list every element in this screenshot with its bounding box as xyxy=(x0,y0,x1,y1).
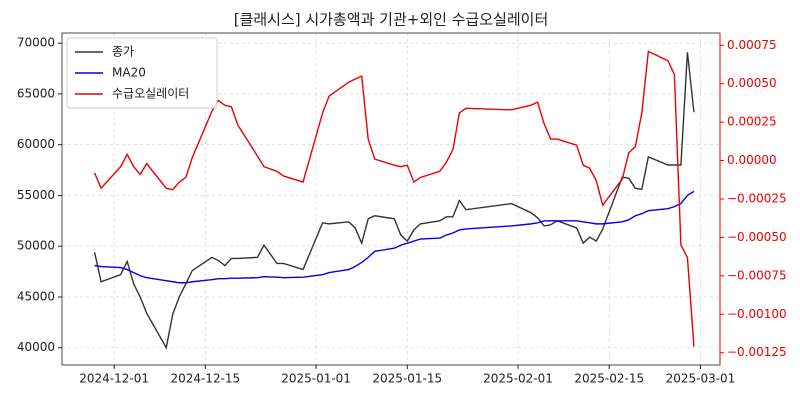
y-tick-label: 70000 xyxy=(17,36,55,50)
x-tick-label: 2024-12-01 xyxy=(79,372,149,386)
y2-tick-label: 0.00075 xyxy=(727,38,777,52)
series-line xyxy=(94,190,695,284)
y2-tick-label: 0.00000 xyxy=(727,153,777,167)
y-tick-label: 50000 xyxy=(17,239,55,253)
y2-tick-label: −0.00075 xyxy=(727,268,787,282)
y2-tick-label: −0.00025 xyxy=(727,192,787,206)
series-line xyxy=(93,52,695,350)
legend-box xyxy=(66,37,218,109)
chart-title: [클래시스] 시가총액과 기관+외인 수급오실레이터 xyxy=(234,11,549,29)
y-tick-label: 65000 xyxy=(17,86,55,100)
series-line xyxy=(93,50,695,347)
x-tick-label: 2025-02-15 xyxy=(574,372,644,386)
y2-tick-label: 0.00025 xyxy=(727,115,777,129)
y2-tick-label: −0.00050 xyxy=(727,230,787,244)
y-tick-label: 45000 xyxy=(17,289,55,303)
y-tick-label: 60000 xyxy=(17,137,55,151)
y2-tick-label: 0.00050 xyxy=(727,76,777,90)
x-tick-label: 2025-01-01 xyxy=(281,372,351,386)
legend-label: MA20 xyxy=(112,66,146,80)
x-tick-label: 2024-12-15 xyxy=(170,372,240,386)
y2-tick-label: −0.00100 xyxy=(727,307,787,321)
x-tick-label: 2025-02-01 xyxy=(483,372,553,386)
y-tick-label: 55000 xyxy=(17,188,55,202)
legend-label: 수급오실레이터 xyxy=(112,87,189,101)
x-tick-label: 2025-01-15 xyxy=(372,372,442,386)
y2-tick-label: −0.00125 xyxy=(727,345,787,359)
x-tick-label: 2025-03-01 xyxy=(666,372,736,386)
legend-label: 종가 xyxy=(112,45,134,59)
y-tick-label: 40000 xyxy=(17,340,55,354)
